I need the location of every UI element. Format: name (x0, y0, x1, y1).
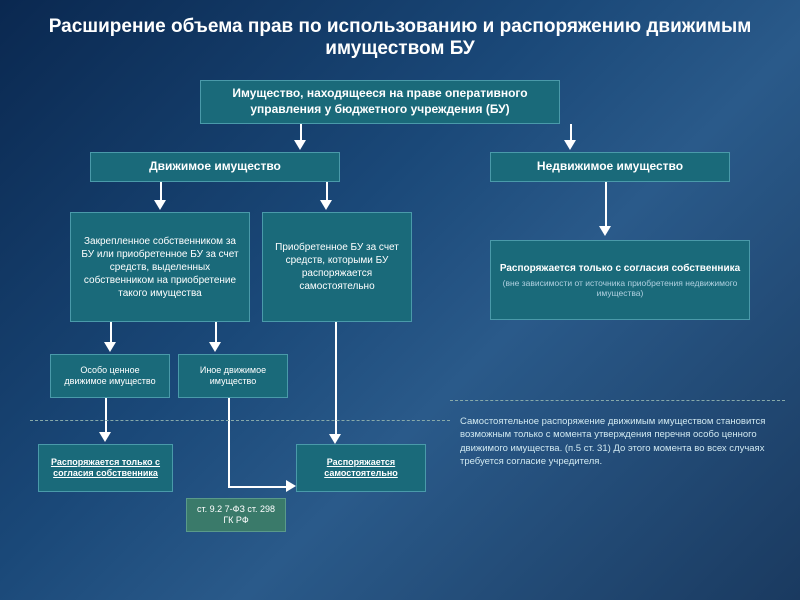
bottom-note: Самостоятельное распоряжение движимым им… (460, 415, 770, 468)
ref-box: ст. 9.2 7-ФЗ ст. 298 ГК РФ (186, 498, 286, 532)
especially-box: Особо ценное движимое имущество (50, 354, 170, 398)
self-box: Распоряжается самостоятельно (296, 444, 426, 492)
immovable-note-box: Распоряжается только с согласия собствен… (490, 240, 750, 320)
left-child-box: Закрепленное собственником за БУ или при… (70, 212, 250, 322)
page-title: Расширение объема прав по использованию … (0, 0, 800, 72)
immov-sub-label: (вне зависимости от источника приобретен… (499, 278, 741, 298)
consent-box: Распоряжается только с согласия собствен… (38, 444, 173, 492)
root-box: Имущество, находящееся на праве оператив… (200, 80, 560, 124)
other-box: Иное движимое имущество (178, 354, 288, 398)
movable-box: Движимое имущество (90, 152, 340, 182)
immovable-box: Недвижимое имущество (490, 152, 730, 182)
immov-consent-label: Распоряжается только с согласия собствен… (500, 263, 740, 274)
right-child-box: Приобретенное БУ за счет средств, которы… (262, 212, 412, 322)
